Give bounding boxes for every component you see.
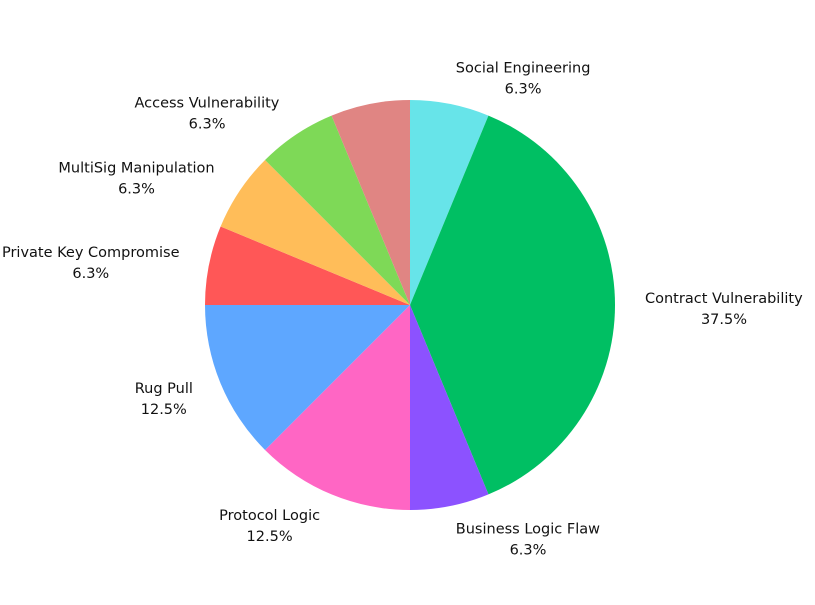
slice-percent-label: 12.5% xyxy=(141,402,187,418)
pie-slice-multisig-manipulation xyxy=(220,160,410,305)
pie-slice-social-engineering xyxy=(410,100,489,305)
pie-slice-business-logic-flaw xyxy=(410,305,489,510)
slice-name-label: Social Engineering xyxy=(456,61,591,77)
slice-label-group-multisig-manipulation: MultiSig Manipulation 6.3% xyxy=(58,160,214,197)
slice-percent-label: 6.3% xyxy=(505,82,542,98)
slice-percent-label: 6.3% xyxy=(72,266,109,282)
slice-label-group-contract-vulnerability: Contract Vulnerability 37.5% xyxy=(645,291,803,328)
slice-percent-label: 6.3% xyxy=(510,543,547,559)
slice-name-label: Rug Pull xyxy=(135,381,193,397)
slice-percent-label: 37.5% xyxy=(701,312,747,328)
slice-name-label: Business Logic Flaw xyxy=(456,522,600,538)
slice-name-label: Access Vulnerability xyxy=(134,96,279,112)
pie-slice-unlabeled-8 xyxy=(331,100,410,305)
pie-slice-private-key-compromise xyxy=(205,226,410,305)
pie-slice-access-vulnerability xyxy=(265,115,410,305)
slice-label-group-social-engineering: Social Engineering 6.3% xyxy=(456,61,591,98)
slice-label-group-private-key-compromise: Private Key Compromise 6.3% xyxy=(2,245,180,282)
pie-slice-protocol-logic xyxy=(265,305,410,511)
slice-name-label: MultiSig Manipulation xyxy=(58,160,214,176)
slice-percent-label: 6.3% xyxy=(189,117,226,133)
pie-slice-contract-vulnerability xyxy=(410,115,616,495)
slice-label-group-protocol-logic: Protocol Logic 12.5% xyxy=(219,508,320,545)
slices-layer xyxy=(205,100,616,511)
slice-name-label: Protocol Logic xyxy=(219,508,320,524)
slice-name-label: Contract Vulnerability xyxy=(645,291,803,307)
slice-label-group-access-vulnerability: Access Vulnerability 6.3% xyxy=(134,96,279,133)
slice-label-group-business-logic-flaw: Business Logic Flaw 6.3% xyxy=(456,522,600,559)
labels-layer: Social Engineering 6.3% Contract Vulnerabi… xyxy=(2,61,803,559)
slice-percent-label: 6.3% xyxy=(118,181,155,197)
slice-label-group-rug-pull: Rug Pull 12.5% xyxy=(135,381,193,418)
pie-slice-rug-pull xyxy=(205,305,410,450)
slice-percent-label: 12.5% xyxy=(247,529,293,545)
slice-name-label: Private Key Compromise xyxy=(2,245,180,261)
